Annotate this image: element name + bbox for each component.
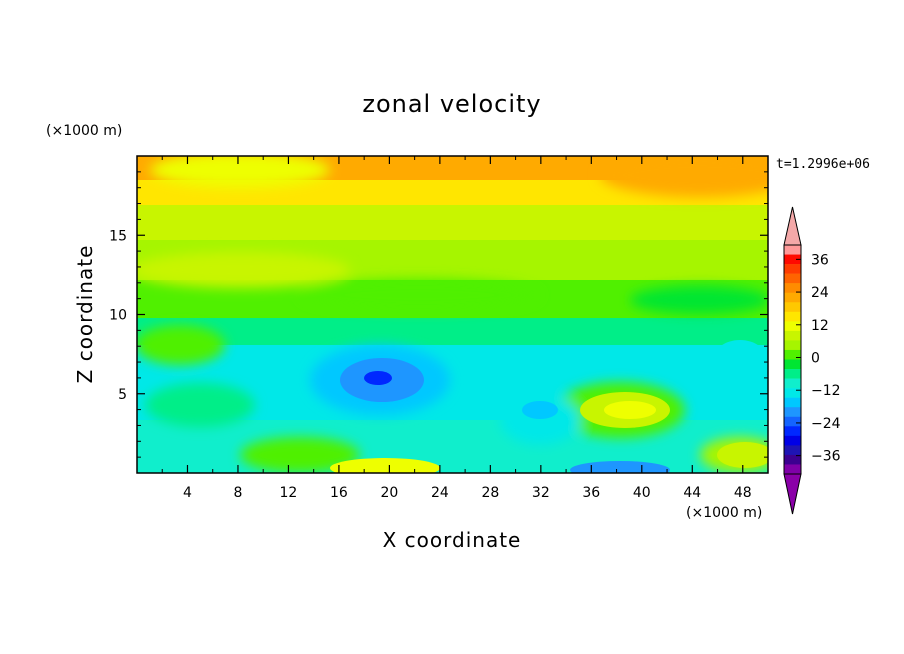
- colorbar-frame: [783, 244, 802, 475]
- colorbar-tick-label: 24: [811, 285, 829, 301]
- x-tick-label: 4: [183, 485, 192, 501]
- x-tick-label: 40: [633, 485, 651, 501]
- x-axis-label: X coordinate: [383, 528, 522, 552]
- colorbar-swatch: [784, 321, 801, 332]
- colorbar-tick-label: 0: [811, 351, 820, 367]
- colorbar-over-triangle: [783, 206, 802, 246]
- x-tick-label: 48: [734, 485, 752, 501]
- colorbar-swatch: [784, 454, 801, 465]
- colorbar-swatch: [784, 407, 801, 418]
- colorbar-swatch: [784, 369, 801, 379]
- time-label: t=1.2996e+06: [776, 157, 870, 172]
- y-tick-label: 5: [118, 387, 127, 403]
- colorbar-swatch: [784, 397, 801, 408]
- contour-field: [137, 156, 768, 473]
- x-tick-label: 44: [683, 485, 701, 501]
- chart-title: zonal velocity: [362, 90, 541, 118]
- colorbar-tick-label: 36: [811, 252, 829, 268]
- colorbar-swatch: [784, 292, 801, 303]
- x-tick-label: 20: [380, 485, 398, 501]
- x-unit-label: (×1000 m): [686, 505, 762, 521]
- colorbar-swatch: [784, 340, 801, 351]
- colorbar-swatch: [784, 283, 801, 294]
- colorbar-swatch: [784, 445, 801, 456]
- colorbar-swatch: [784, 359, 801, 370]
- colorbar-swatch: [784, 378, 801, 389]
- x-tick-label: 12: [280, 485, 298, 501]
- colorbar-swatch: [784, 311, 801, 322]
- x-tick-label: 8: [233, 485, 242, 501]
- x-tick-label: 32: [532, 485, 550, 501]
- colorbar-tick-label: −12: [811, 383, 841, 399]
- x-tick-label: 16: [330, 485, 348, 501]
- x-tick-label: 36: [582, 485, 600, 501]
- colorbar-under-triangle: [783, 473, 802, 515]
- colorbar-swatch: [784, 426, 801, 437]
- colorbar-swatch: [784, 349, 801, 360]
- colorbar-swatch: [784, 435, 801, 446]
- y-tick-label: 10: [109, 308, 127, 324]
- y-unit-label: (×1000 m): [46, 123, 122, 139]
- y-axis-ticks: 5 10 15: [109, 171, 768, 458]
- y-axis-label: Z coordinate: [73, 245, 97, 384]
- y-tick-label: 15: [109, 228, 127, 244]
- colorbar-tick-label: −36: [811, 449, 841, 465]
- colorbar-swatch: [784, 302, 801, 313]
- colorbar-swatch: [784, 245, 801, 255]
- x-tick-label: 28: [481, 485, 499, 501]
- x-tick-label: 24: [431, 485, 449, 501]
- x-axis-ticks: 4 8 12 16 20 24 28 32 36 40 44 48: [161, 156, 752, 501]
- colorbar-tick-label: −24: [811, 416, 841, 432]
- colorbar-tick-label: 12: [811, 318, 829, 334]
- colorbar-swatch: [784, 464, 801, 475]
- colorbar-swatch: [784, 330, 801, 341]
- colorbar-swatch: [784, 273, 801, 284]
- colorbar-swatch: [784, 254, 801, 265]
- colorbar-swatch: [784, 388, 801, 398]
- colorbar: 36 24 12 0 −12 −24 −36: [783, 206, 841, 515]
- colorbar-swatch: [784, 264, 801, 274]
- colorbar-swatch: [784, 416, 801, 427]
